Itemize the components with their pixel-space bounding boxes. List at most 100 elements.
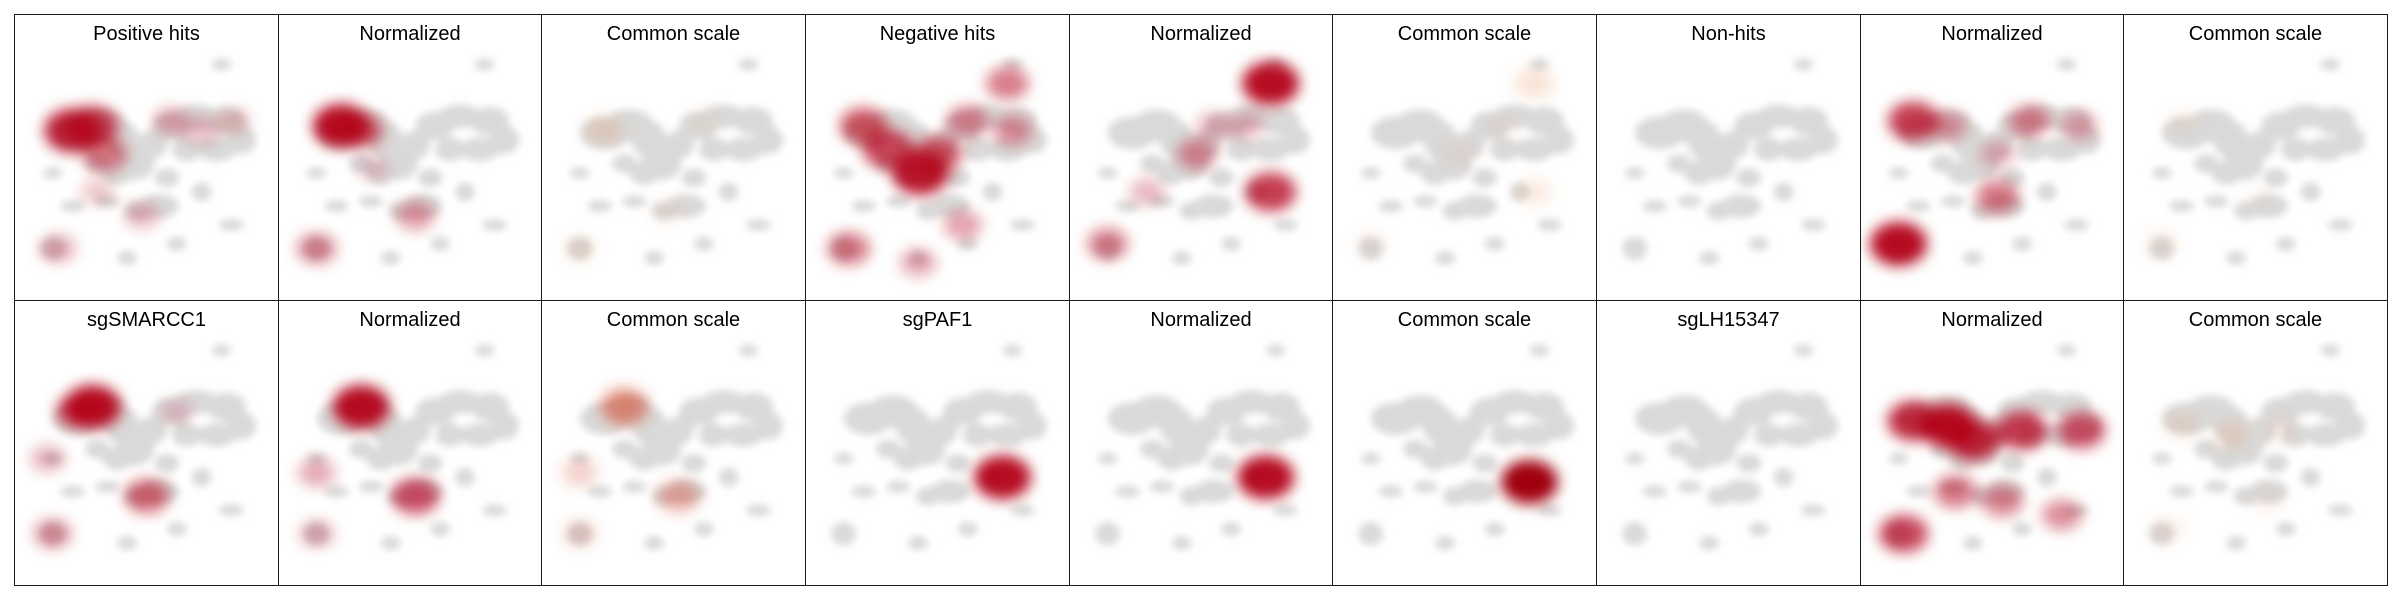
umap-cluster (2327, 504, 2353, 517)
density-hotspot (1514, 67, 1555, 99)
umap-plot (296, 58, 520, 266)
umap-cluster (587, 200, 612, 212)
umap-cluster (1667, 439, 1692, 459)
density-hotspot (2163, 412, 2200, 440)
density-overlay (30, 384, 193, 549)
density-hotspot (658, 480, 700, 513)
umap-panel: sgSMARCC1 (14, 300, 279, 586)
umap-cluster (2151, 167, 2172, 179)
umap-cluster (2246, 130, 2276, 159)
umap-panel: Normalized (1860, 300, 2124, 586)
density-overlay (2144, 108, 2277, 258)
umap-cluster (1489, 423, 1520, 447)
umap-cluster (718, 467, 739, 487)
umap-plot (1354, 58, 1575, 266)
umap-cluster (2275, 236, 2296, 251)
umap-embedding (1095, 344, 1311, 551)
umap-cluster (1484, 236, 1505, 251)
umap-embedding (304, 58, 520, 266)
umap-plot (562, 344, 784, 551)
umap-cluster (1721, 194, 1762, 218)
umap-cluster (1149, 480, 1175, 493)
umap-cluster (1773, 467, 1794, 487)
umap-cluster (400, 130, 431, 159)
umap-cluster (474, 344, 495, 357)
umap-cluster (1888, 452, 1909, 465)
umap-cluster (2036, 467, 2057, 487)
umap-cluster (908, 536, 929, 551)
panel-title: Normalized (1150, 23, 1252, 45)
umap-cluster (1642, 485, 1667, 498)
density-hotspot (992, 115, 1033, 146)
density-hotspot (943, 210, 983, 240)
umap-cluster (745, 504, 771, 517)
umap-cluster (366, 446, 396, 471)
umap-cluster (644, 250, 665, 266)
density-hotspot (1516, 178, 1553, 206)
umap-cluster (2263, 453, 2289, 473)
umap-cluster (1435, 536, 1456, 551)
density-hotspot (39, 234, 77, 263)
umap-cluster (137, 130, 167, 159)
density-hotspot (298, 458, 336, 487)
density-hotspot (946, 105, 989, 138)
umap-cluster (1472, 168, 1498, 188)
umap-cluster (2320, 58, 2341, 71)
umap-cluster (2012, 236, 2033, 251)
umap-cluster (1009, 219, 1035, 231)
density-hotspot (562, 235, 597, 262)
umap-cluster (454, 467, 475, 487)
umap-cluster (1514, 137, 1555, 162)
density-hotspot (1228, 112, 1264, 140)
density-hotspot (1945, 418, 2000, 461)
umap-cluster (612, 154, 637, 173)
umap-cluster (587, 485, 612, 498)
density-hotspot (1979, 140, 2016, 168)
umap-cluster (1412, 480, 1438, 493)
density-hotspot (1196, 112, 1232, 140)
umap-cluster (1676, 195, 1702, 208)
umap-cluster (2263, 168, 2289, 188)
umap-cluster (1800, 504, 1826, 517)
density-hotspot (55, 394, 100, 429)
umap-cluster (1624, 167, 1645, 179)
umap-cluster (693, 236, 714, 251)
umap-cluster (459, 137, 500, 162)
umap-cluster (211, 58, 232, 71)
umap-panel: Common scale (541, 300, 806, 586)
panel-title: Common scale (1397, 309, 1532, 331)
umap-cluster (94, 480, 120, 493)
umap-embedding (2149, 344, 2366, 551)
umap-cluster (218, 219, 244, 231)
umap-cluster (1221, 521, 1242, 537)
umap-cluster (1753, 137, 1784, 162)
umap-cluster (358, 195, 384, 208)
umap-cluster (324, 485, 349, 498)
umap-cluster (915, 201, 941, 221)
umap-cluster (1157, 446, 1187, 471)
umap-cluster (664, 130, 694, 159)
umap-cluster (1378, 200, 1403, 212)
umap-cluster (987, 423, 1028, 447)
density-hotspot (296, 233, 337, 264)
umap-cluster (962, 423, 993, 447)
density-hotspot (2245, 184, 2277, 209)
umap-cluster (698, 423, 729, 447)
umap-cluster (1778, 137, 1819, 162)
umap-cluster (1906, 485, 1931, 498)
umap-cluster (2320, 344, 2341, 357)
umap-cluster (1442, 201, 1468, 221)
umap-cluster (1719, 130, 1749, 159)
umap-cluster (430, 236, 451, 251)
density-hotspot (2060, 111, 2098, 140)
density-hotspot (1933, 474, 1978, 508)
density-hotspot (914, 135, 962, 173)
panel-title: Normalized (1941, 309, 2043, 331)
umap-cluster (1676, 480, 1702, 493)
umap-panel: Negative hits (805, 14, 1070, 301)
umap-cluster (2211, 161, 2242, 185)
density-hotspot (1354, 231, 1387, 257)
umap-cluster (1484, 521, 1505, 537)
umap-cluster (945, 168, 971, 188)
umap-cluster (1800, 219, 1826, 231)
